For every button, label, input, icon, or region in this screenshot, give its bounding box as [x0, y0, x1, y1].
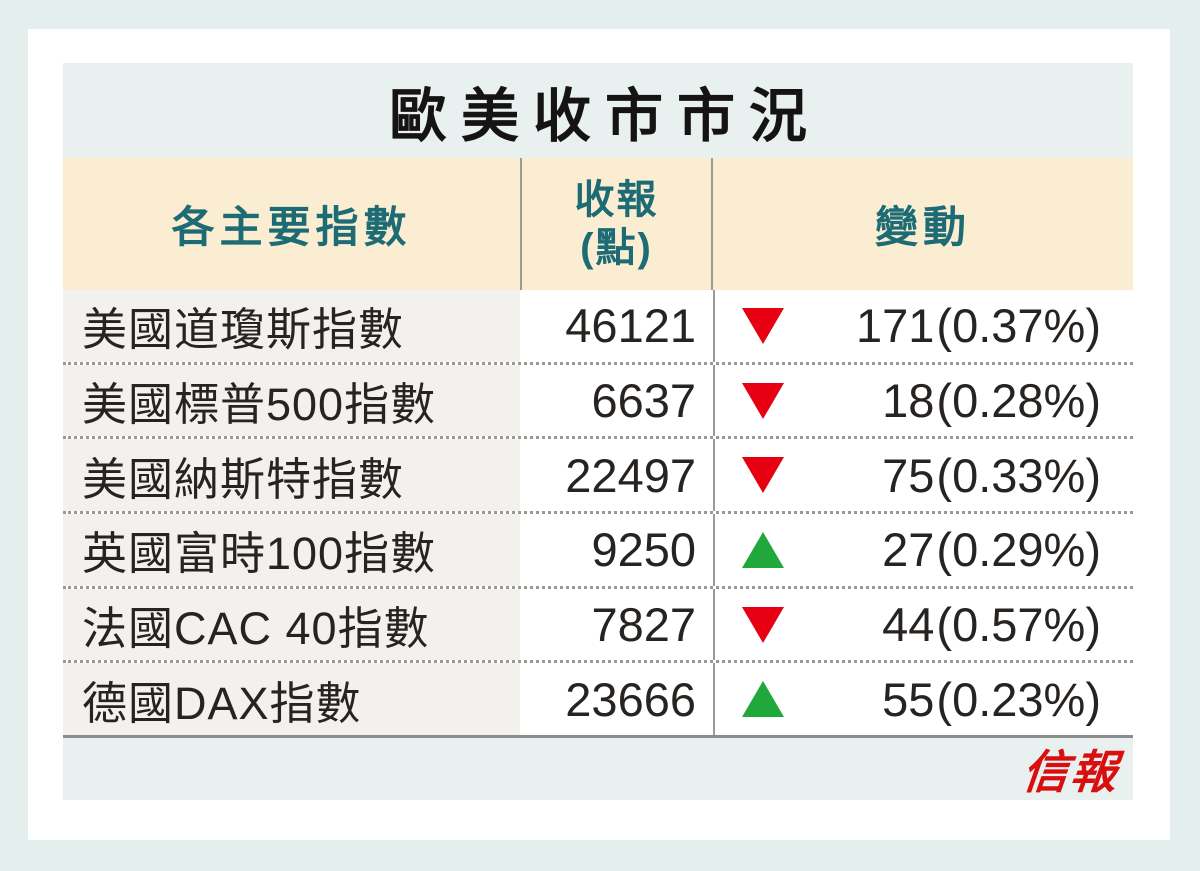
change-percent: (0.29%): [936, 523, 1101, 577]
close-value-cell: 9250: [591, 523, 696, 577]
table-header-row: 各主要指數 收報 (點) 變動: [63, 158, 1133, 290]
change-percent: (0.23%): [936, 672, 1101, 726]
index-name-cell: 美國納斯特指數: [63, 439, 520, 512]
column-header-close-line2: (點): [580, 226, 653, 270]
index-name-cell: 美國道瓊斯指數: [63, 290, 520, 362]
market-close-table: 歐美收市市況 各主要指數 收報 (點) 變動 美國道瓊斯指數 46121 171: [63, 63, 1133, 800]
change-direction-icon: [742, 531, 784, 568]
footer-band: 信報: [63, 738, 1133, 800]
change-cell: 171 (0.37%): [713, 290, 1133, 362]
index-name-cell: 美國標普500指數: [63, 364, 520, 437]
change-points: 27: [882, 523, 935, 577]
title-band: 歐美收市市況: [63, 63, 1133, 158]
publisher-logo: 信報: [1019, 745, 1122, 799]
change-direction-icon: [742, 382, 784, 419]
column-header-index: 各主要指數: [171, 204, 412, 252]
change-points: 55: [882, 672, 935, 726]
change-direction-icon: [742, 681, 784, 718]
change-cell: 18 (0.28%): [713, 364, 1133, 437]
table-body: 美國道瓊斯指數 46121 171 (0.37%) 美國標普500指數 6637…: [63, 290, 1133, 736]
change-points: 44: [882, 598, 935, 652]
column-header-close: 收報 (點): [520, 158, 713, 290]
column-header-change: 變動: [875, 204, 971, 252]
change-points: 171: [856, 299, 935, 353]
change-cell: 55 (0.23%): [713, 663, 1133, 736]
change-percent: (0.57%): [936, 598, 1101, 652]
change-points: 75: [882, 448, 935, 502]
change-percent: (0.37%): [936, 299, 1101, 353]
close-value-cell: 6637: [591, 374, 696, 427]
change-direction-icon: [742, 307, 784, 344]
change-points: 18: [882, 374, 935, 427]
index-name-cell: 法國CAC 40指數: [63, 588, 520, 661]
page-title: 歐美收市市況: [388, 83, 821, 149]
change-percent: (0.33%): [936, 448, 1101, 502]
close-value-cell: 7827: [591, 598, 696, 652]
bottom-rule: [63, 735, 1133, 738]
table-row: 美國標普500指數 6637 18 (0.28%): [63, 361, 1133, 437]
index-name-cell: 德國DAX指數: [63, 663, 520, 736]
table-row: 美國納斯特指數 22497 75 (0.33%): [63, 436, 1133, 512]
index-name-cell: 英國富時100指數: [63, 514, 520, 586]
change-cell: 27 (0.29%): [713, 514, 1133, 586]
table-row: 法國CAC 40指數 7827 44 (0.57%): [63, 585, 1133, 661]
table-row: 英國富時100指數 9250 27 (0.29%): [63, 511, 1133, 586]
change-direction-icon: [742, 457, 784, 494]
change-direction-icon: [742, 606, 784, 643]
table-row: 德國DAX指數 23666 55 (0.23%): [63, 660, 1133, 736]
table-row: 美國道瓊斯指數 46121 171 (0.37%): [63, 290, 1133, 362]
infographic-card: 歐美收市市況 各主要指數 收報 (點) 變動 美國道瓊斯指數 46121 171: [28, 29, 1170, 840]
close-value-cell: 22497: [565, 448, 696, 502]
column-header-close-line1: 收報: [574, 178, 659, 222]
close-value-cell: 46121: [565, 299, 696, 353]
change-cell: 44 (0.57%): [713, 588, 1133, 661]
change-percent: (0.28%): [936, 374, 1101, 427]
close-value-cell: 23666: [565, 672, 696, 726]
change-cell: 75 (0.33%): [713, 439, 1133, 512]
